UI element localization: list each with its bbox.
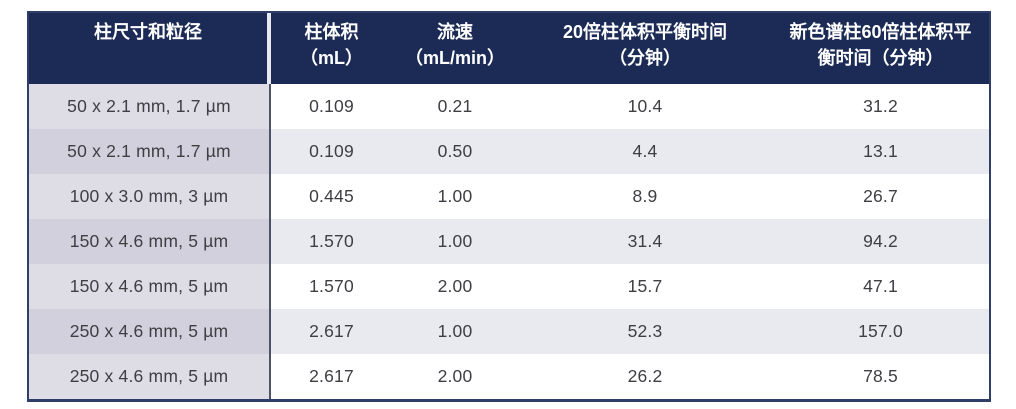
col-header-60x-equilibration-time: 新色谱柱60倍柱体积平 衡时间（分钟） — [772, 13, 989, 84]
column-size-cell: 250 x 4.6 mm, 5 µm — [29, 354, 271, 399]
column-volume-cell: 0.109 — [271, 129, 392, 174]
column-volume-cell: 0.445 — [271, 174, 392, 219]
column-volume-cell: 1.570 — [271, 264, 392, 309]
header-text: （mL） — [300, 47, 363, 68]
equilibration-60x-cell: 13.1 — [772, 129, 989, 174]
equilibration-20x-cell: 4.4 — [518, 129, 772, 174]
table-header-row: 柱尺寸和粒径 柱体积 （mL） 流速 （mL/min） 20倍柱体积平衡时间 （… — [29, 13, 989, 84]
flow-rate-cell: 1.00 — [392, 174, 518, 219]
equilibration-20x-cell: 15.7 — [518, 264, 772, 309]
flow-rate-cell: 0.50 — [392, 129, 518, 174]
column-volume-cell: 2.617 — [271, 309, 392, 354]
table-row: 150 x 4.6 mm, 5 µm 1.570 2.00 15.7 47.1 — [29, 264, 989, 309]
col-header-flow-rate: 流速 （mL/min） — [392, 13, 518, 84]
table-row: 150 x 4.6 mm, 5 µm 1.570 1.00 31.4 94.2 — [29, 219, 989, 264]
col-header-column-volume: 柱体积 （mL） — [271, 13, 392, 84]
equilibration-60x-cell: 78.5 — [772, 354, 989, 399]
flow-rate-cell: 1.00 — [392, 309, 518, 354]
header-text: 柱尺寸和粒径 — [94, 22, 202, 42]
table-row: 100 x 3.0 mm, 3 µm 0.445 1.00 8.9 26.7 — [29, 174, 989, 219]
equilibration-20x-cell: 8.9 — [518, 174, 772, 219]
equilibration-20x-cell: 26.2 — [518, 354, 772, 399]
table-row: 250 x 4.6 mm, 5 µm 2.617 1.00 52.3 157.0 — [29, 309, 989, 354]
column-volume-cell: 1.570 — [271, 219, 392, 264]
column-size-cell: 50 x 2.1 mm, 1.7 µm — [29, 129, 271, 174]
col-header-column-size: 柱尺寸和粒径 — [29, 13, 271, 84]
col-header-20x-equilibration-time: 20倍柱体积平衡时间 （分钟） — [518, 13, 772, 84]
equilibration-20x-cell: 52.3 — [518, 309, 772, 354]
flow-rate-cell: 0.21 — [392, 84, 518, 129]
header-text: 20倍柱体积平衡时间 — [562, 22, 728, 42]
flow-rate-cell: 2.00 — [392, 264, 518, 309]
column-volume-cell: 2.617 — [271, 354, 392, 399]
equilibration-60x-cell: 157.0 — [772, 309, 989, 354]
equilibration-20x-cell: 10.4 — [518, 84, 772, 129]
column-size-cell: 250 x 4.6 mm, 5 µm — [29, 309, 271, 354]
header-text: 衡时间（分钟） — [817, 47, 944, 68]
column-volume-cell: 0.109 — [271, 84, 392, 129]
flow-rate-cell: 2.00 — [392, 354, 518, 399]
column-size-cell: 150 x 4.6 mm, 5 µm — [29, 219, 271, 264]
table-row: 50 x 2.1 mm, 1.7 µm 0.109 0.21 10.4 31.2 — [29, 84, 989, 129]
equilibration-time-table: 柱尺寸和粒径 柱体积 （mL） 流速 （mL/min） 20倍柱体积平衡时间 （… — [27, 11, 991, 402]
table-row: 50 x 2.1 mm, 1.7 µm 0.109 0.50 4.4 13.1 — [29, 129, 989, 174]
header-text: 流速 — [437, 22, 473, 42]
header-text: （分钟） — [609, 47, 681, 68]
table-row: 250 x 4.6 mm, 5 µm 2.617 2.00 26.2 78.5 — [29, 354, 989, 399]
equilibration-20x-cell: 31.4 — [518, 219, 772, 264]
header-text: （mL/min） — [404, 47, 505, 68]
equilibration-60x-cell: 26.7 — [772, 174, 989, 219]
header-text: 新色谱柱60倍柱体积平 — [789, 22, 972, 42]
equilibration-60x-cell: 47.1 — [772, 264, 989, 309]
header-text: 柱体积 — [304, 22, 359, 42]
column-size-cell: 50 x 2.1 mm, 1.7 µm — [29, 84, 271, 129]
column-size-cell: 150 x 4.6 mm, 5 µm — [29, 264, 271, 309]
equilibration-60x-cell: 94.2 — [772, 219, 989, 264]
flow-rate-cell: 1.00 — [392, 219, 518, 264]
column-size-cell: 100 x 3.0 mm, 3 µm — [29, 174, 271, 219]
equilibration-60x-cell: 31.2 — [772, 84, 989, 129]
